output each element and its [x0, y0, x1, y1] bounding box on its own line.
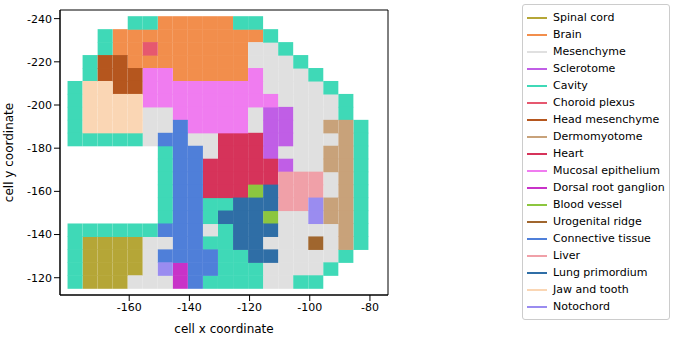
html-text:Dorsal root ganglion: Dorsal root ganglion: [553, 181, 665, 194]
html-text:Choroid plexus: Choroid plexus: [553, 96, 635, 109]
html-text:Notochord: Notochord: [553, 300, 611, 313]
svg-text:-140: -140: [27, 228, 52, 241]
html-text:Brain: Brain: [553, 28, 582, 41]
html-text:Sclerotome: Sclerotome: [553, 62, 616, 75]
html-text:Mucosal epithelium: Mucosal epithelium: [553, 164, 660, 177]
svg-text:-120: -120: [27, 272, 52, 285]
svg-text:-100: -100: [297, 301, 322, 314]
html-text:Blood vessel: Blood vessel: [553, 198, 623, 211]
svg-text:-120: -120: [237, 301, 262, 314]
html-text:Urogenital ridge: Urogenital ridge: [553, 215, 642, 228]
svg-text:-200: -200: [27, 99, 52, 112]
svg-text:-80: -80: [361, 301, 379, 314]
svg-text:cell y coordinate: cell y coordinate: [2, 103, 16, 202]
html-text:Mesenchyme: Mesenchyme: [553, 45, 626, 58]
svg-text:-220: -220: [27, 56, 52, 69]
html-text:Liver: Liver: [553, 249, 580, 262]
svg-text:-160: -160: [27, 185, 52, 198]
html-text:Head mesenchyme: Head mesenchyme: [553, 113, 660, 126]
html-text:Jaw and tooth: Jaw and tooth: [553, 283, 629, 296]
html-text:Lung primordium: Lung primordium: [553, 266, 648, 279]
svg-text:-140: -140: [177, 301, 202, 314]
html-text:Connective tissue: Connective tissue: [553, 232, 651, 245]
html-text:Spinal cord: Spinal cord: [553, 11, 615, 24]
svg-text:-240: -240: [27, 13, 52, 26]
svg-text:-160: -160: [117, 301, 142, 314]
svg-text:-180: -180: [27, 142, 52, 155]
html-text:Dermomyotome: Dermomyotome: [553, 130, 643, 143]
html-text:Cavity: Cavity: [553, 79, 588, 92]
svg-text:cell x coordinate: cell x coordinate: [174, 322, 273, 336]
html-text:Heart: Heart: [553, 147, 584, 160]
